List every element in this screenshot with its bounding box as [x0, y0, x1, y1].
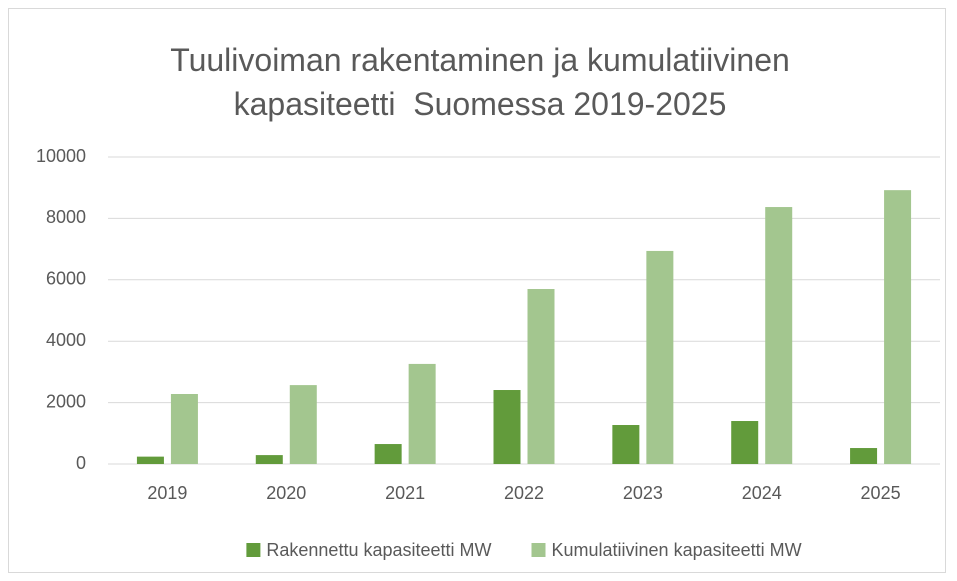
bar — [731, 421, 759, 464]
legend-label: Kumulatiivinen kapasiteetti MW — [552, 540, 802, 560]
bar — [408, 363, 436, 464]
y-tick-label: 8000 — [46, 207, 86, 227]
bar — [527, 289, 555, 464]
bar — [255, 455, 283, 464]
x-tick-label: 2022 — [504, 483, 544, 503]
chart-title: Tuulivoiman rakentaminen ja kumulatiivin… — [170, 42, 799, 122]
legend-label: Rakennettu kapasiteetti MW — [266, 540, 491, 560]
bar — [136, 456, 164, 464]
x-tick-label: 2019 — [147, 483, 187, 503]
legend-swatch — [531, 543, 546, 557]
x-tick-label: 2024 — [742, 483, 782, 503]
x-tick-label: 2023 — [623, 483, 663, 503]
bar — [884, 190, 912, 464]
bar — [289, 385, 317, 464]
y-tick-label: 4000 — [46, 330, 86, 350]
bar — [612, 425, 640, 464]
x-tick-label: 2025 — [861, 483, 901, 503]
y-tick-label: 2000 — [46, 391, 86, 411]
y-tick-label: 0 — [76, 453, 86, 473]
bar — [850, 448, 878, 464]
bar — [646, 250, 674, 464]
x-tick-label: 2020 — [266, 483, 306, 503]
legend-swatch — [246, 543, 261, 557]
y-tick-label: 10000 — [36, 146, 86, 166]
bar — [493, 390, 521, 464]
y-tick-label: 6000 — [46, 269, 86, 289]
bar — [765, 207, 793, 464]
bar — [170, 394, 198, 464]
x-tick-label: 2021 — [385, 483, 425, 503]
chart-frame — [8, 8, 946, 573]
bar — [374, 444, 402, 464]
